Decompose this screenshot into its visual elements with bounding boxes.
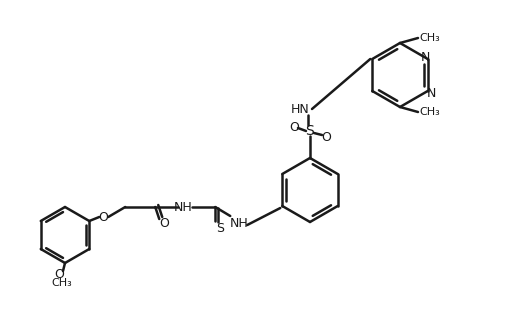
Text: S: S bbox=[305, 124, 314, 138]
Text: O: O bbox=[54, 269, 64, 281]
Text: HN: HN bbox=[290, 102, 309, 116]
Text: CH₃: CH₃ bbox=[419, 33, 439, 43]
Text: O: O bbox=[98, 211, 108, 223]
Text: O: O bbox=[159, 216, 169, 230]
Text: NH: NH bbox=[229, 216, 248, 230]
Text: S: S bbox=[216, 223, 224, 235]
Text: N: N bbox=[426, 87, 435, 99]
Text: CH₃: CH₃ bbox=[419, 107, 439, 117]
Text: CH₃: CH₃ bbox=[51, 278, 72, 288]
Text: N: N bbox=[420, 51, 430, 63]
Text: NH: NH bbox=[174, 201, 192, 213]
Text: O: O bbox=[288, 120, 298, 134]
Text: O: O bbox=[321, 130, 330, 144]
